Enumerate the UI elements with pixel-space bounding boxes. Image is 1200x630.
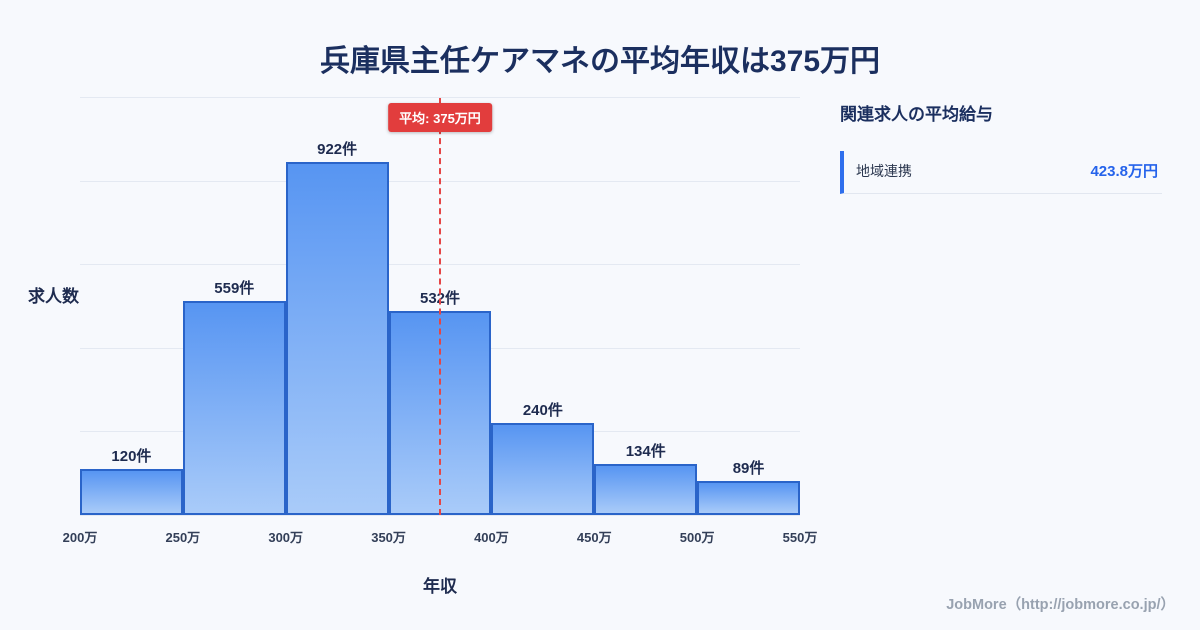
histogram-bar — [80, 469, 183, 515]
x-tick-label: 400万 — [474, 530, 509, 545]
x-tick-label: 250万 — [165, 530, 201, 545]
bar-value-label: 559件 — [214, 279, 255, 297]
y-axis-label: 求人数 — [28, 287, 79, 306]
gridline — [80, 515, 800, 516]
page-title: 兵庫県主任ケアマネの平均年収は375万円 — [319, 45, 881, 78]
x-tick-label: 550万 — [782, 530, 818, 545]
gridline — [80, 97, 800, 98]
x-tick-label: 450万 — [576, 530, 612, 545]
mean-line — [439, 98, 441, 515]
bar-value-label: 89件 — [732, 459, 765, 477]
x-tick-label: 200万 — [62, 530, 98, 545]
bar-value-label: 134件 — [625, 442, 666, 460]
mean-badge: 平均: 375万円 — [388, 103, 492, 132]
list-item: 地域連携 423.8万円 — [840, 151, 1162, 194]
bar-value-label: 922件 — [317, 141, 358, 158]
histogram-bar — [285, 162, 389, 515]
x-axis-label: 年収 — [423, 577, 457, 596]
histogram-bar — [182, 300, 286, 515]
histogram-bar — [697, 480, 800, 515]
x-tick-label: 300万 — [268, 530, 304, 545]
histogram-bar — [594, 463, 698, 515]
x-tick-label: 500万 — [679, 530, 715, 545]
panel-heading: 関連求人の平均給与 — [840, 105, 993, 124]
x-tick-label: 350万 — [371, 530, 406, 545]
bar-value-label: 240件 — [522, 402, 563, 420]
related-salary-panel: 関連求人の平均給与 地域連携 423.8万円 — [840, 100, 1162, 194]
footer-credit: JobMore（http://jobmore.co.jp/） — [946, 597, 1175, 613]
bar-value-label: 120件 — [111, 448, 152, 466]
job-salary-value: 423.8万円 — [1090, 163, 1158, 180]
histogram-bar — [491, 423, 595, 515]
job-category-label: 地域連携 — [856, 162, 912, 179]
